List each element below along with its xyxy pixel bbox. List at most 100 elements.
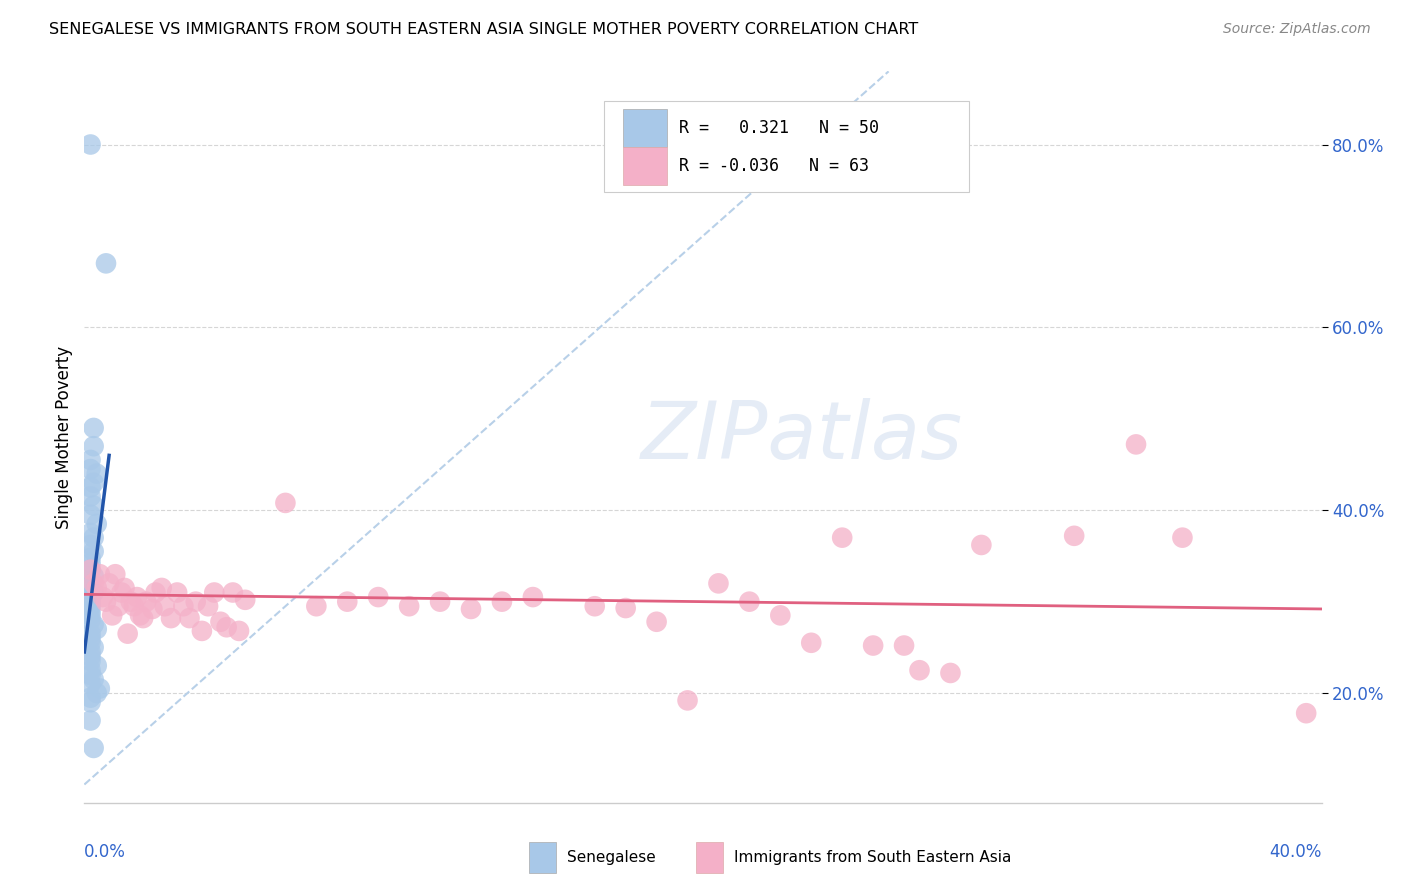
Point xyxy=(614,601,637,615)
Point xyxy=(1295,706,1317,721)
Point xyxy=(79,626,101,640)
FancyBboxPatch shape xyxy=(529,842,555,873)
Point xyxy=(79,550,101,565)
Point xyxy=(94,594,117,608)
Point xyxy=(110,585,132,599)
Point xyxy=(79,526,101,541)
Point xyxy=(202,585,225,599)
Point xyxy=(141,602,163,616)
Point xyxy=(79,613,101,627)
Point xyxy=(79,663,101,677)
Point xyxy=(101,608,124,623)
Point xyxy=(86,581,108,595)
Point xyxy=(209,615,232,629)
Point xyxy=(893,639,915,653)
Point xyxy=(79,580,101,594)
Point xyxy=(91,590,114,604)
Point xyxy=(79,695,101,709)
Point xyxy=(83,640,105,655)
Point xyxy=(114,581,136,595)
FancyBboxPatch shape xyxy=(623,147,666,186)
Point xyxy=(79,604,101,618)
Point xyxy=(939,665,962,680)
Point xyxy=(83,585,105,599)
Text: Senegalese: Senegalese xyxy=(567,850,655,865)
Point xyxy=(79,636,101,650)
Text: 0.0%: 0.0% xyxy=(84,843,127,861)
Point xyxy=(491,594,513,608)
Point xyxy=(166,585,188,599)
Point xyxy=(707,576,730,591)
Point xyxy=(79,490,101,504)
Text: 40.0%: 40.0% xyxy=(1270,843,1322,861)
Point xyxy=(83,531,105,545)
Point xyxy=(79,563,101,577)
Point xyxy=(83,421,105,435)
Point xyxy=(122,599,145,614)
Text: Immigrants from South Eastern Asia: Immigrants from South Eastern Asia xyxy=(734,850,1011,865)
Point xyxy=(79,632,101,646)
FancyBboxPatch shape xyxy=(605,101,969,192)
Point xyxy=(86,516,108,531)
Point xyxy=(79,599,101,614)
Point xyxy=(83,569,105,583)
Point xyxy=(738,594,761,608)
Point xyxy=(117,626,139,640)
Point xyxy=(769,608,792,623)
Point xyxy=(79,563,101,577)
Point xyxy=(215,620,238,634)
Point xyxy=(120,594,142,608)
Point xyxy=(86,686,108,700)
Point xyxy=(222,585,245,599)
Point xyxy=(172,599,194,614)
Point xyxy=(79,538,101,552)
Point xyxy=(86,467,108,481)
Point xyxy=(79,556,101,570)
Point xyxy=(583,599,606,614)
Point xyxy=(160,611,183,625)
Point xyxy=(107,599,129,614)
Point xyxy=(104,567,127,582)
Point xyxy=(79,667,101,681)
Point xyxy=(79,137,101,152)
Y-axis label: Single Mother Poverty: Single Mother Poverty xyxy=(55,345,73,529)
Point xyxy=(86,658,108,673)
Point xyxy=(83,576,105,591)
Point xyxy=(831,531,853,545)
Point xyxy=(83,544,105,558)
Point xyxy=(129,608,152,623)
Point xyxy=(79,649,101,664)
Point xyxy=(132,611,155,625)
Point xyxy=(79,677,101,691)
Point xyxy=(135,594,157,608)
Point xyxy=(79,508,101,522)
Point xyxy=(367,590,389,604)
Point xyxy=(862,639,884,653)
Point xyxy=(98,576,121,591)
Point xyxy=(460,602,482,616)
Point xyxy=(153,599,176,614)
Text: ZIPatlas: ZIPatlas xyxy=(641,398,963,476)
Point xyxy=(1171,531,1194,545)
Point xyxy=(645,615,668,629)
FancyBboxPatch shape xyxy=(696,842,723,873)
Text: R = -0.036   N = 63: R = -0.036 N = 63 xyxy=(679,158,869,176)
Point xyxy=(79,654,101,668)
Point xyxy=(79,480,101,494)
Point xyxy=(79,594,101,608)
Point xyxy=(970,538,993,552)
Point xyxy=(305,599,328,614)
Point xyxy=(79,590,101,604)
Point xyxy=(398,599,420,614)
FancyBboxPatch shape xyxy=(623,109,666,146)
Text: R =   0.321   N = 50: R = 0.321 N = 50 xyxy=(679,119,880,136)
Point xyxy=(274,496,297,510)
Point xyxy=(83,740,105,755)
Text: SENEGALESE VS IMMIGRANTS FROM SOUTH EASTERN ASIA SINGLE MOTHER POVERTY CORRELATI: SENEGALESE VS IMMIGRANTS FROM SOUTH EAST… xyxy=(49,22,918,37)
Point xyxy=(233,592,256,607)
Point xyxy=(800,636,823,650)
Point xyxy=(94,256,117,270)
Point xyxy=(79,690,101,705)
Point xyxy=(83,439,105,453)
Point xyxy=(522,590,544,604)
